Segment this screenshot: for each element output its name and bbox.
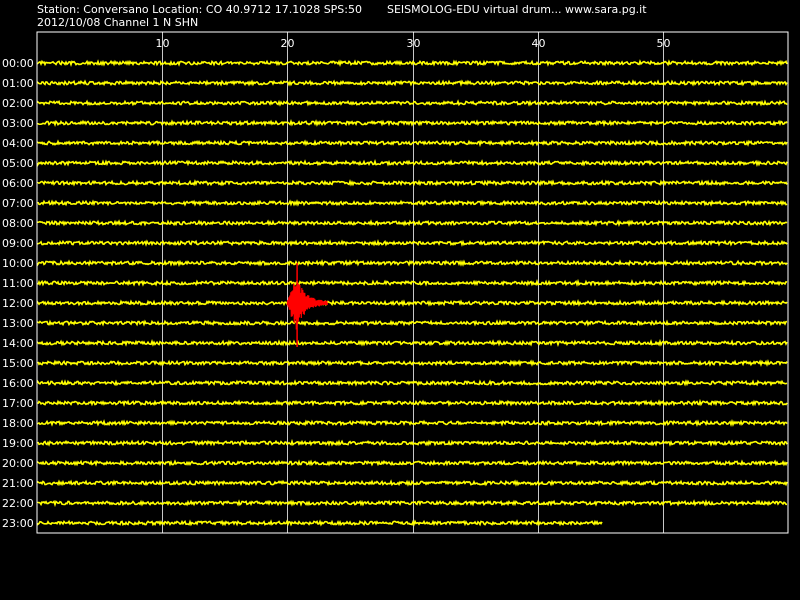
trace-19:00 bbox=[37, 438, 788, 447]
date-channel: 2012/10/08 Channel 1 N SHN bbox=[37, 16, 199, 29]
trace-05:00 bbox=[37, 159, 788, 168]
row-label-04:00: 04:00 bbox=[2, 137, 34, 150]
row-label-05:00: 05:00 bbox=[2, 157, 34, 170]
row-label-11:00: 11:00 bbox=[2, 277, 34, 290]
trace-17:00 bbox=[37, 398, 788, 407]
row-label-08:00: 08:00 bbox=[2, 217, 34, 230]
trace-03:00 bbox=[37, 119, 788, 128]
row-label-23:00: 23:00 bbox=[2, 517, 34, 530]
trace-04:00 bbox=[37, 139, 788, 148]
x-tick-labels: 10 20 30 40 50 bbox=[156, 37, 671, 50]
trace-12:00 bbox=[37, 299, 788, 307]
row-label-19:00: 19:00 bbox=[2, 437, 34, 450]
x-tick-label-10: 10 bbox=[156, 37, 170, 50]
trace-11:00 bbox=[37, 278, 788, 288]
row-label-01:00: 01:00 bbox=[2, 77, 34, 90]
row-label-22:00: 22:00 bbox=[2, 497, 34, 510]
row-label-15:00: 15:00 bbox=[2, 357, 34, 370]
row-label-14:00: 14:00 bbox=[2, 337, 34, 350]
trace-10:00 bbox=[37, 259, 788, 267]
x-tick-label-30: 30 bbox=[407, 37, 421, 50]
row-labels: 00:00 01:00 02:00 03:00 04:00 05:00 06:00 07:00… bbox=[2, 57, 34, 530]
row-label-02:00: 02:00 bbox=[2, 97, 34, 110]
row-label-17:00: 17:00 bbox=[2, 397, 34, 410]
plot-frame bbox=[36, 31, 789, 534]
trace-22:00 bbox=[37, 499, 788, 508]
trace-layer bbox=[37, 59, 788, 527]
station-info: Station: Conversano Location: CO 40.9712… bbox=[37, 3, 362, 16]
app-credit: SEISMOLOG-EDU virtual drum... www.sara.p… bbox=[387, 3, 647, 16]
trace-15:00 bbox=[37, 359, 788, 367]
x-tick-label-50: 50 bbox=[657, 37, 671, 50]
trace-02:00 bbox=[37, 99, 788, 107]
row-label-13:00: 13:00 bbox=[2, 317, 34, 330]
trace-13:00 bbox=[37, 319, 788, 327]
row-label-18:00: 18:00 bbox=[2, 417, 34, 430]
event-trace bbox=[286, 282, 328, 330]
trace-06:00 bbox=[37, 179, 788, 187]
row-label-16:00: 16:00 bbox=[2, 377, 34, 390]
row-label-00:00: 00:00 bbox=[2, 57, 34, 70]
trace-01:00 bbox=[37, 79, 788, 87]
x-tick-label-40: 40 bbox=[532, 37, 546, 50]
row-label-12:00: 12:00 bbox=[2, 297, 34, 310]
trace-18:00 bbox=[37, 419, 788, 427]
row-label-06:00: 06:00 bbox=[2, 177, 34, 190]
trace-00:00 bbox=[37, 59, 788, 68]
row-label-10:00: 10:00 bbox=[2, 257, 34, 270]
row-label-09:00: 09:00 bbox=[2, 237, 34, 250]
trace-09:00 bbox=[37, 239, 788, 247]
x-tick-label-20: 20 bbox=[281, 37, 295, 50]
trace-21:00 bbox=[37, 479, 788, 487]
row-label-20:00: 20:00 bbox=[2, 457, 34, 470]
trace-07:00 bbox=[37, 199, 788, 207]
event-layer bbox=[286, 263, 328, 347]
row-label-21:00: 21:00 bbox=[2, 477, 34, 490]
trace-08:00 bbox=[37, 219, 788, 228]
trace-23:00 bbox=[37, 519, 603, 527]
trace-20:00 bbox=[37, 459, 788, 467]
trace-14:00 bbox=[37, 338, 788, 347]
row-label-03:00: 03:00 bbox=[2, 117, 34, 130]
trace-16:00 bbox=[37, 379, 788, 387]
row-label-07:00: 07:00 bbox=[2, 197, 34, 210]
